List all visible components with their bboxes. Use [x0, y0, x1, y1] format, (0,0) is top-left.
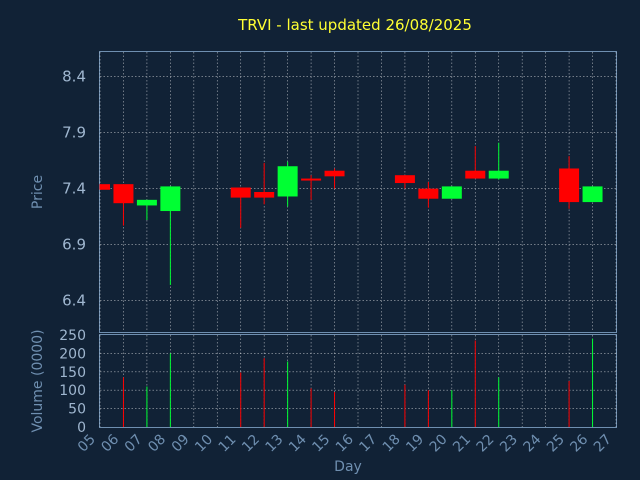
volume-y-tick-label: 50	[68, 402, 86, 418]
x-axis-ticks: 05 06 07 08 09 10 11 12 13 14 15 16 17 18 19 20 21 22 23 24…	[75, 431, 615, 455]
x-tick-label: 25	[544, 432, 568, 456]
candle-body	[136, 199, 157, 206]
chart-title: TRVI - last updated 26/08/2025	[237, 16, 472, 34]
price-y-tick-label: 6.9	[62, 236, 86, 254]
candle-body	[394, 175, 415, 184]
x-tick-label: 26	[567, 431, 591, 455]
price-y-tick-label: 7.4	[62, 180, 86, 198]
candle-body	[301, 178, 322, 181]
x-tick-label: 19	[403, 432, 427, 456]
price-panel-frame	[99, 51, 617, 333]
volume-y-tick-label: 100	[59, 383, 86, 399]
volume-axis-title: Volume (0000)	[30, 329, 46, 432]
volume-grid	[99, 335, 617, 427]
x-tick-label: 15	[309, 432, 333, 456]
price-y-tick-label: 6.4	[62, 292, 86, 310]
price-panel: 6.4 6.9 7.4 7.9 8.4 Price	[30, 51, 617, 333]
candle-body	[418, 188, 439, 199]
volume-panel: 0 50 100 150 200 250 Volume (0000)	[30, 328, 617, 436]
x-axis-title: Day	[334, 459, 362, 475]
x-tick-label: 10	[192, 432, 216, 456]
candles	[99, 142, 603, 285]
volume-panel-frame	[99, 334, 617, 428]
x-tick-label: 22	[474, 432, 498, 456]
volume-y-tick-label: 150	[59, 365, 86, 381]
volume-y-tick-label: 250	[59, 328, 86, 344]
candle-body	[160, 186, 181, 212]
candle-body	[465, 170, 486, 179]
volume-y-ticks: 0 50 100 150 200 250	[59, 328, 86, 436]
x-tick-label: 12	[239, 432, 263, 456]
x-tick-label: 09	[169, 432, 193, 456]
x-tick-label: 07	[122, 432, 146, 456]
candle-body	[277, 166, 298, 197]
x-tick-label: 13	[263, 432, 287, 456]
x-tick-label: 27	[591, 432, 615, 456]
x-tick-label: 18	[380, 432, 404, 456]
price-axis-title: Price	[30, 175, 46, 209]
volume-bars	[122, 338, 594, 427]
candle-body	[441, 186, 462, 199]
price-y-tick-label: 8.4	[62, 68, 86, 86]
x-tick-label: 23	[497, 432, 521, 456]
candle-body	[230, 187, 251, 198]
candle-body	[100, 184, 110, 190]
x-tick-label: 24	[521, 431, 545, 455]
x-tick-label: 20	[427, 432, 451, 456]
x-tick-label: 17	[356, 432, 380, 456]
candle-body	[324, 170, 345, 177]
x-tick-label: 14	[286, 431, 310, 455]
volume-y-tick-label: 200	[59, 346, 86, 362]
candle-body	[113, 184, 134, 204]
x-tick-label: 16	[333, 431, 357, 455]
x-tick-label: 11	[216, 432, 240, 456]
x-tick-label: 08	[145, 432, 169, 456]
candle-body	[254, 192, 275, 198]
candle-body	[488, 170, 509, 179]
price-y-tick-label: 7.9	[62, 124, 86, 142]
price-y-ticks: 6.4 6.9 7.4 7.9 8.4	[62, 68, 86, 310]
x-tick-label: 21	[450, 432, 474, 456]
candle-body	[582, 186, 603, 203]
x-tick-label: 06	[98, 431, 122, 455]
volume-y-tick-label: 0	[77, 420, 86, 436]
candle-body	[559, 168, 580, 203]
